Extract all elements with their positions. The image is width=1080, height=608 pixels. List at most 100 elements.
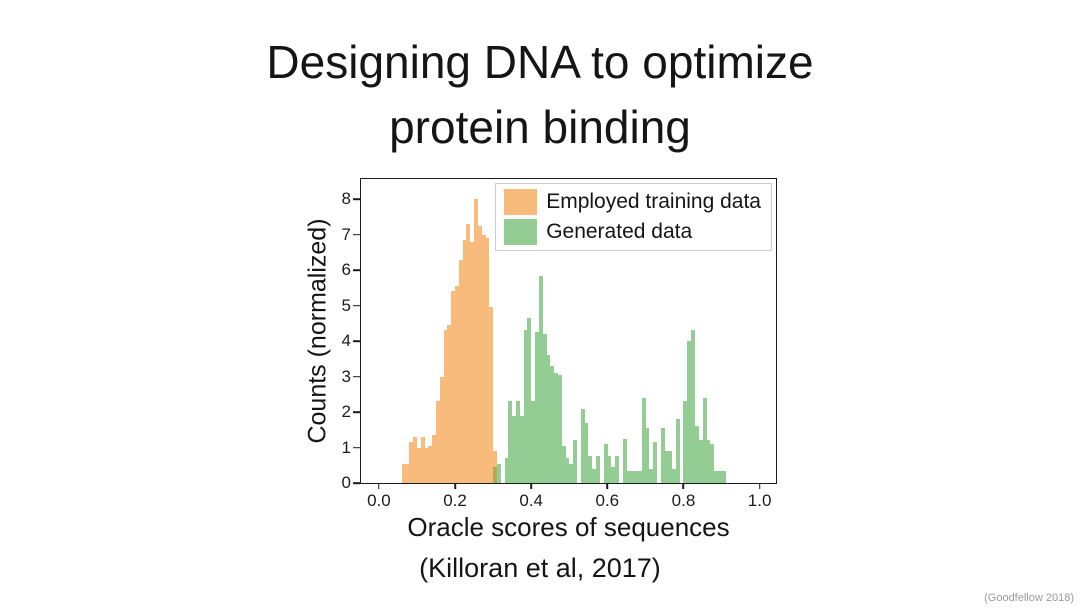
histogram-bar — [538, 275, 543, 483]
histogram-bar — [607, 456, 612, 483]
y-axis-tick-label: 8 — [341, 189, 351, 209]
histogram-bar — [531, 401, 536, 483]
histogram-bar — [527, 318, 532, 483]
histogram-bar — [584, 422, 589, 483]
plot-area: 0.0 0.2 0.4 0.6 0.8 1.0 0 1 2 3 4 5 6 7 8 Employed tra… — [342, 178, 777, 510]
histogram-bar — [504, 458, 509, 483]
histogram-bar — [405, 463, 410, 483]
histogram-bar — [493, 467, 498, 483]
histogram-bar — [493, 451, 498, 483]
histogram-bar — [515, 401, 520, 483]
y-axis-tick-label: 7 — [341, 224, 351, 244]
histogram-bar — [675, 419, 680, 483]
histogram-bar — [474, 199, 479, 483]
histogram-bar — [534, 332, 539, 483]
y-axis-tick-mark — [353, 340, 360, 342]
legend-label: Generated data — [546, 220, 693, 243]
histogram-bar — [470, 241, 475, 483]
histogram-bar — [451, 291, 456, 483]
histogram-bar — [603, 443, 608, 483]
y-axis-tick-mark — [353, 446, 360, 449]
x-axis-tick-label: 0.4 — [519, 491, 544, 510]
x-axis-tick-label: 1.0 — [747, 491, 772, 510]
x-axis-tick-mark — [606, 483, 609, 489]
histogram-bar — [481, 234, 486, 483]
histogram-bar — [706, 440, 711, 483]
x-axis-tick-mark — [454, 483, 456, 489]
histogram-bar — [702, 397, 707, 483]
histogram-bar — [641, 397, 646, 483]
y-axis-tick-label: 2 — [341, 402, 351, 422]
slide-title-line2: protein binding — [389, 101, 691, 154]
x-axis-tick-label: 0.0 — [367, 491, 391, 510]
histogram-bar — [622, 438, 627, 483]
x-axis-tick-label: 0.2 — [443, 491, 467, 510]
histogram-bar — [687, 341, 692, 483]
histogram-bar — [611, 467, 616, 483]
citation: (Killoran et al, 2017) — [419, 553, 661, 583]
histogram-bar — [630, 470, 635, 483]
histogram-bar — [554, 373, 559, 483]
x-axis-tick-label: 0.8 — [671, 491, 696, 510]
histogram-bar — [409, 442, 414, 483]
histogram-bar — [413, 436, 418, 483]
x-axis-tick-mark — [682, 483, 685, 489]
legend-swatch — [504, 189, 538, 215]
histogram-bar — [458, 259, 463, 483]
histogram-bar — [455, 286, 460, 483]
y-axis-tick-mark — [353, 375, 360, 378]
slide-title: Designing DNA to optimize protein bindin… — [0, 30, 1080, 161]
histogram-bar — [561, 445, 566, 483]
histogram-bar — [569, 463, 574, 483]
histogram-bar — [428, 445, 433, 483]
histogram-bar — [447, 325, 452, 483]
histogram-bar — [668, 451, 673, 483]
legend-entry: Generated data — [504, 219, 761, 245]
histogram-bar — [691, 330, 696, 483]
histogram-bar — [592, 468, 597, 483]
histogram-bar — [466, 224, 471, 483]
y-axis-tick-label: 3 — [341, 366, 351, 386]
histogram-bar — [595, 456, 600, 483]
histogram-bar — [432, 435, 437, 483]
histogram-bar — [496, 463, 501, 483]
y-axis-tick-label: 0 — [341, 473, 351, 492]
x-axis-tick-mark — [378, 483, 380, 489]
x-axis-label: Oracle scores of sequences — [407, 512, 730, 542]
histogram-bar — [546, 355, 551, 483]
histogram-bar — [649, 468, 654, 483]
histogram-bar — [443, 330, 448, 483]
histogram-bar — [462, 240, 467, 483]
histogram-bar — [637, 470, 642, 483]
histogram-bar — [542, 334, 547, 483]
y-axis-tick-label: 5 — [341, 295, 351, 315]
histogram-bar — [550, 365, 555, 483]
histogram-bar — [614, 456, 619, 483]
histogram-bar — [439, 376, 444, 483]
histogram-bar — [485, 238, 490, 483]
credit: (Goodfellow 2018) — [984, 592, 1074, 604]
histogram-bar — [489, 307, 494, 483]
histogram-bar — [508, 401, 513, 483]
histogram-bar — [721, 470, 726, 483]
histogram-bar — [477, 225, 482, 483]
slide-title-line1: Designing DNA to optimize — [266, 36, 814, 88]
legend-entry: Employed training data — [504, 189, 761, 215]
histogram-bar — [580, 408, 585, 483]
histogram-bar — [698, 440, 703, 483]
y-axis-tick-mark — [353, 269, 360, 271]
histogram-bar — [710, 443, 715, 483]
histogram-bar — [664, 451, 669, 483]
histogram-bar — [565, 458, 570, 483]
histogram-bar — [519, 415, 524, 483]
histogram-bar — [523, 330, 528, 483]
histogram-bar — [588, 456, 593, 483]
y-axis-tick-mark — [353, 233, 360, 236]
histogram-bar — [401, 463, 406, 483]
histogram-bar — [653, 442, 657, 483]
legend-label: Employed training data — [546, 190, 761, 213]
histogram-bar — [672, 468, 677, 483]
histogram-bar — [683, 401, 688, 483]
histogram-bar — [660, 428, 665, 483]
